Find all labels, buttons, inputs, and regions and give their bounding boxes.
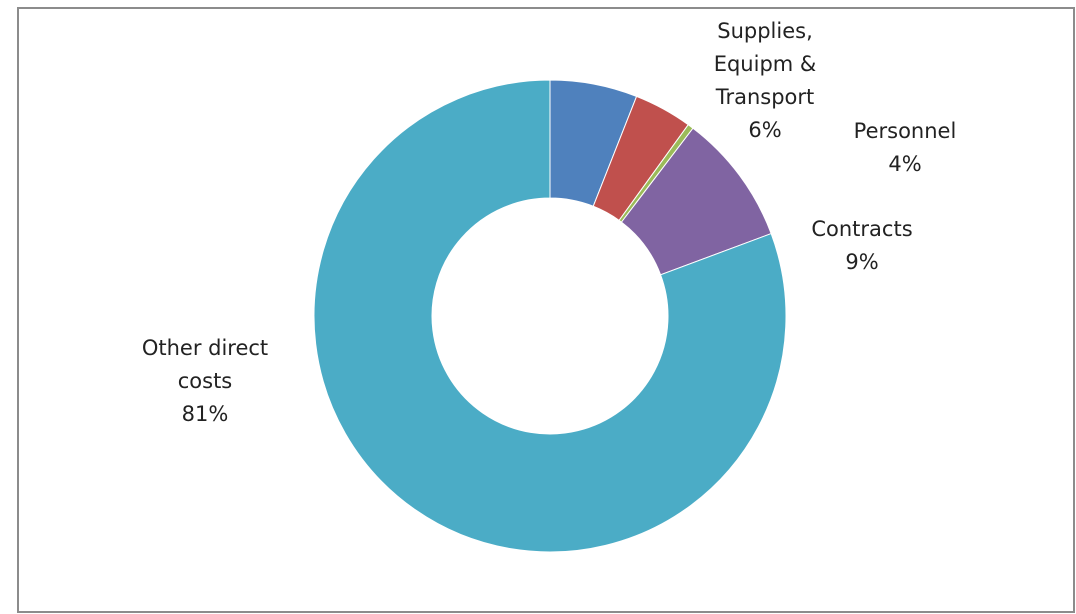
value-label: 81% <box>182 402 229 426</box>
value-label: 9% <box>845 250 878 274</box>
value-label: 4% <box>888 152 921 176</box>
value-label: 6% <box>748 118 781 142</box>
category-label: Other direct costs <box>142 336 268 393</box>
category-label: Contracts <box>811 217 912 241</box>
category-label: Supplies, Equipm & Transport <box>714 19 817 109</box>
slice <box>313 79 787 553</box>
category-label: Personnel <box>854 119 957 143</box>
